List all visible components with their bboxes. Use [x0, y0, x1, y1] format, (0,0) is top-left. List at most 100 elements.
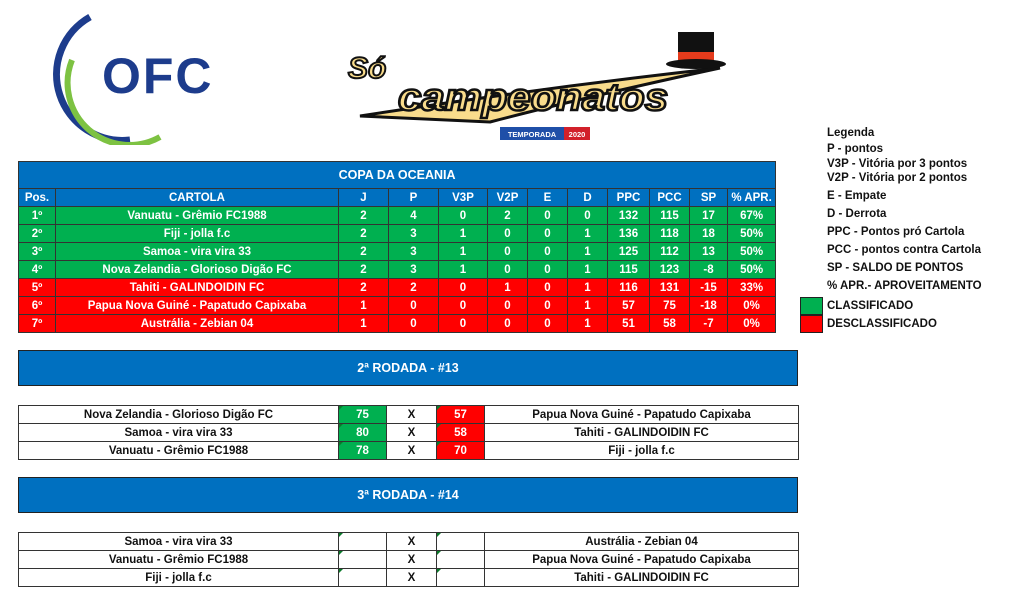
round-3-header: 3ª RODADA - #14 [18, 477, 798, 513]
legend-item: V2P - Vitória por 2 pontos [827, 172, 968, 184]
column-header: % APR. [726, 188, 777, 207]
cartola-name: Nova Zelandia - Glorioso Digão FC [55, 260, 339, 279]
standings-cell: 112 [649, 242, 690, 261]
match-row: Samoa - vira vira 33 X Austrália - Zebian … [18, 532, 799, 551]
standings-cell: 67% [726, 206, 777, 225]
svg-text:Só: Só [348, 52, 386, 85]
legend-item: E - Empate [827, 190, 887, 202]
column-header: SP [689, 188, 728, 207]
column-header: Pos. [18, 188, 56, 207]
standings-cell: 50% [726, 224, 777, 243]
standings-cell: 0% [726, 296, 777, 315]
home-team: Samoa - vira vira 33 [18, 423, 339, 442]
standings-cell: 57 [607, 296, 650, 315]
standings-cell: -18 [689, 296, 728, 315]
column-header: J [338, 188, 389, 207]
away-score: 58 [436, 423, 485, 442]
standings-row: 3º Samoa - vira vira 33 2 3 1 0 0 1 125 112 13 50% [18, 242, 777, 261]
standings-cell: 13 [689, 242, 728, 261]
standings-cell: 50% [726, 260, 777, 279]
standings-cell: 2 [338, 224, 389, 243]
standings-cell: 2º [18, 224, 56, 243]
standings-cell: 2 [487, 206, 528, 225]
svg-text:OFC: OFC [102, 48, 214, 104]
standings-cell: 118 [649, 224, 690, 243]
standings-row: 6º Papua Nova Guiné - Papatudo Capixaba 1 0… [18, 296, 777, 315]
standings-cell: 2 [338, 206, 389, 225]
standings-table: COPA DA OCEANIA Pos. CARTOLA J P V3P V2P E D PPC… [17, 161, 777, 333]
home-score [338, 550, 387, 569]
standings-cell: 1 [438, 224, 488, 243]
standings-cell: 0 [527, 278, 568, 297]
home-team: Vanuatu - Grêmio FC1988 [18, 550, 339, 569]
standings-cell: 125 [607, 242, 650, 261]
standings-cell: 1 [438, 242, 488, 261]
standings-cell: 0 [487, 260, 528, 279]
versus-label: X [386, 423, 437, 442]
legend-classificado: CLASSIFICADO [827, 300, 914, 312]
away-team: Austrália - Zebian 04 [484, 532, 799, 551]
standings-cell: 0 [487, 296, 528, 315]
away-team: Papua Nova Guiné - Papatudo Capixaba [484, 405, 799, 424]
match-row: Vanuatu - Grêmio FC1988 X Papua Nova Guiné… [18, 550, 799, 569]
standings-title: COPA DA OCEANIA [17, 161, 777, 189]
match-row: Fiji - jolla f.c X Tahiti - GALINDOIDIN FC [18, 568, 799, 587]
standings-cell: 1 [567, 314, 608, 333]
standings-cell: 33% [726, 278, 777, 297]
standings-cell: 0 [527, 206, 568, 225]
standings-cell: 0 [487, 224, 528, 243]
standings-row: 2º Fiji - jolla f.c 2 3 1 0 0 1 136 118 18 50% [18, 224, 777, 243]
standings-cell: 0 [438, 278, 488, 297]
standings-cell: 0 [388, 296, 439, 315]
column-header: D [567, 188, 608, 207]
standings-row: 7º Austrália - Zebian 04 1 0 0 0 0 1 51 58 -7 0% [18, 314, 777, 333]
cartola-name: Samoa - vira vira 33 [55, 242, 339, 261]
standings-cell: 131 [649, 278, 690, 297]
standings-cell: 1 [487, 278, 528, 297]
cartola-name: Vanuatu - Grêmio FC1988 [55, 206, 339, 225]
home-score: 75 [338, 405, 387, 424]
ofc-logo: OFC [50, 5, 260, 148]
standings-cell: 115 [649, 206, 690, 225]
legend-item: D - Derrota [827, 208, 887, 220]
standings-cell: 0% [726, 314, 777, 333]
so-campeonatos-logo: Só campeonatos TEMPORADA 2020 [340, 28, 730, 143]
standings-cell: -7 [689, 314, 728, 333]
standings-cell: 1º [18, 206, 56, 225]
standings-cell: 17 [689, 206, 728, 225]
legend-item: PPC - Pontos pró Cartola [827, 226, 965, 238]
standings-cell: 7º [18, 314, 56, 333]
standings-cell: 3 [388, 260, 439, 279]
standings-cell: 5º [18, 278, 56, 297]
standings-cell: 2 [338, 242, 389, 261]
column-header: V2P [487, 188, 528, 207]
svg-text:campeonatos: campeonatos [398, 77, 668, 119]
standings-cell: 75 [649, 296, 690, 315]
standings-cell: 0 [487, 314, 528, 333]
standings-cell: 6º [18, 296, 56, 315]
legend-item: % APR.- APROVEITAMENTO [827, 280, 982, 292]
standings-cell: 1 [338, 314, 389, 333]
home-team: Vanuatu - Grêmio FC1988 [18, 441, 339, 460]
standings-cell: 3 [388, 224, 439, 243]
standings-cell: -8 [689, 260, 728, 279]
column-header: CARTOLA [55, 188, 339, 207]
cartola-name: Austrália - Zebian 04 [55, 314, 339, 333]
standings-cell: 3 [388, 242, 439, 261]
column-header: E [527, 188, 568, 207]
standings-cell: 2 [388, 278, 439, 297]
standings-cell: 51 [607, 314, 650, 333]
cartola-name: Fiji - jolla f.c [55, 224, 339, 243]
versus-label: X [386, 532, 437, 551]
home-team: Fiji - jolla f.c [18, 568, 339, 587]
away-team: Tahiti - GALINDOIDIN FC [484, 568, 799, 587]
legend-item: V3P - Vitória por 3 pontos [827, 158, 968, 170]
standings-cell: 1 [567, 278, 608, 297]
column-header: V3P [438, 188, 488, 207]
legend-swatch-classificado [800, 297, 823, 315]
standings-cell: 136 [607, 224, 650, 243]
versus-label: X [386, 568, 437, 587]
standings-cell: 1 [567, 224, 608, 243]
standings-cell: 4 [388, 206, 439, 225]
season-label: TEMPORADA [508, 130, 557, 139]
